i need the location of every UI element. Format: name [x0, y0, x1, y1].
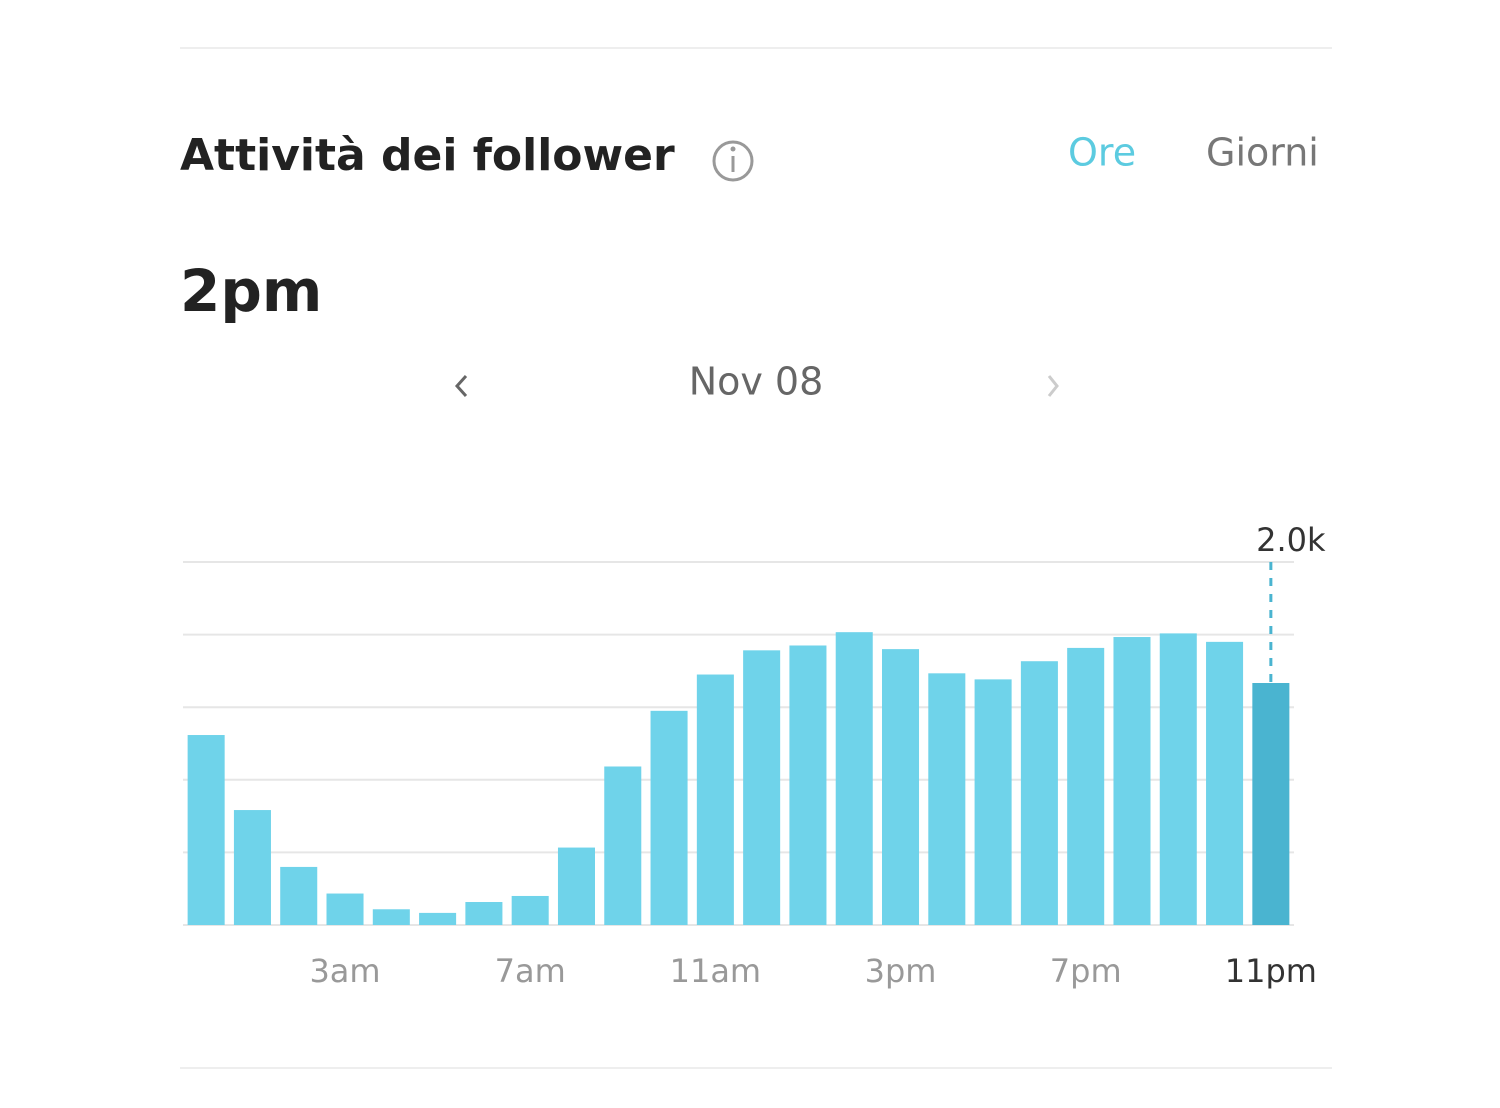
x-tick-label: 11pm — [1225, 952, 1317, 990]
bar — [604, 766, 642, 925]
bar — [419, 912, 457, 925]
bar — [650, 710, 688, 925]
bar — [1113, 637, 1151, 925]
prev-arrow[interactable] — [454, 374, 468, 398]
title: Attività dei follower — [180, 130, 675, 181]
selected-hour: 2pm — [180, 257, 322, 325]
value-label: 2.0k — [1256, 521, 1326, 559]
bar — [557, 847, 595, 925]
bar — [465, 902, 503, 925]
info-icon[interactable] — [712, 140, 754, 182]
bar — [1159, 633, 1197, 925]
x-tick-label: 11am — [670, 952, 762, 990]
bar — [928, 673, 966, 925]
tab-days[interactable]: Giorni — [1206, 131, 1319, 175]
x-tick-label: 7am — [495, 952, 566, 990]
bar — [1206, 641, 1244, 925]
bar — [835, 632, 873, 925]
bar — [882, 649, 920, 925]
bar — [696, 674, 734, 925]
bar — [1252, 683, 1290, 925]
bar — [1020, 661, 1058, 925]
x-tick-label: 3am — [309, 952, 380, 990]
bar — [789, 645, 827, 925]
bar — [511, 895, 549, 925]
bar — [372, 909, 410, 925]
x-tick-label: 7pm — [1050, 952, 1122, 990]
tab-hours[interactable]: Ore — [1068, 131, 1136, 175]
bar — [233, 810, 271, 925]
next-arrow[interactable] — [1047, 375, 1059, 397]
bar — [974, 679, 1012, 925]
date: Nov 08 — [689, 360, 824, 404]
bar — [743, 650, 781, 925]
bar — [280, 866, 318, 925]
bar — [1067, 647, 1105, 925]
bar — [187, 735, 225, 925]
bar — [326, 893, 364, 925]
x-tick-label: 3pm — [865, 952, 937, 990]
